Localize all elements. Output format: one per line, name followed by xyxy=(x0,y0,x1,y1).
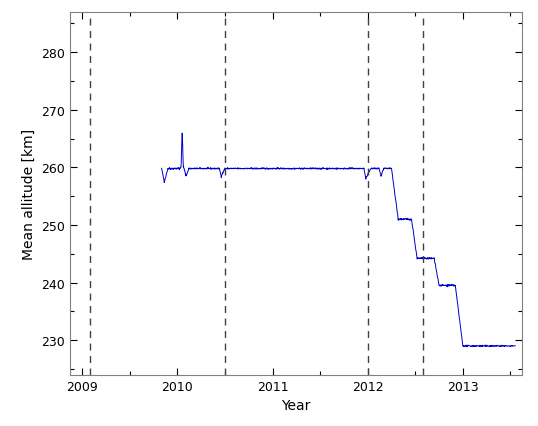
Y-axis label: Mean allitude [km]: Mean allitude [km] xyxy=(22,128,36,259)
X-axis label: Year: Year xyxy=(281,398,310,412)
